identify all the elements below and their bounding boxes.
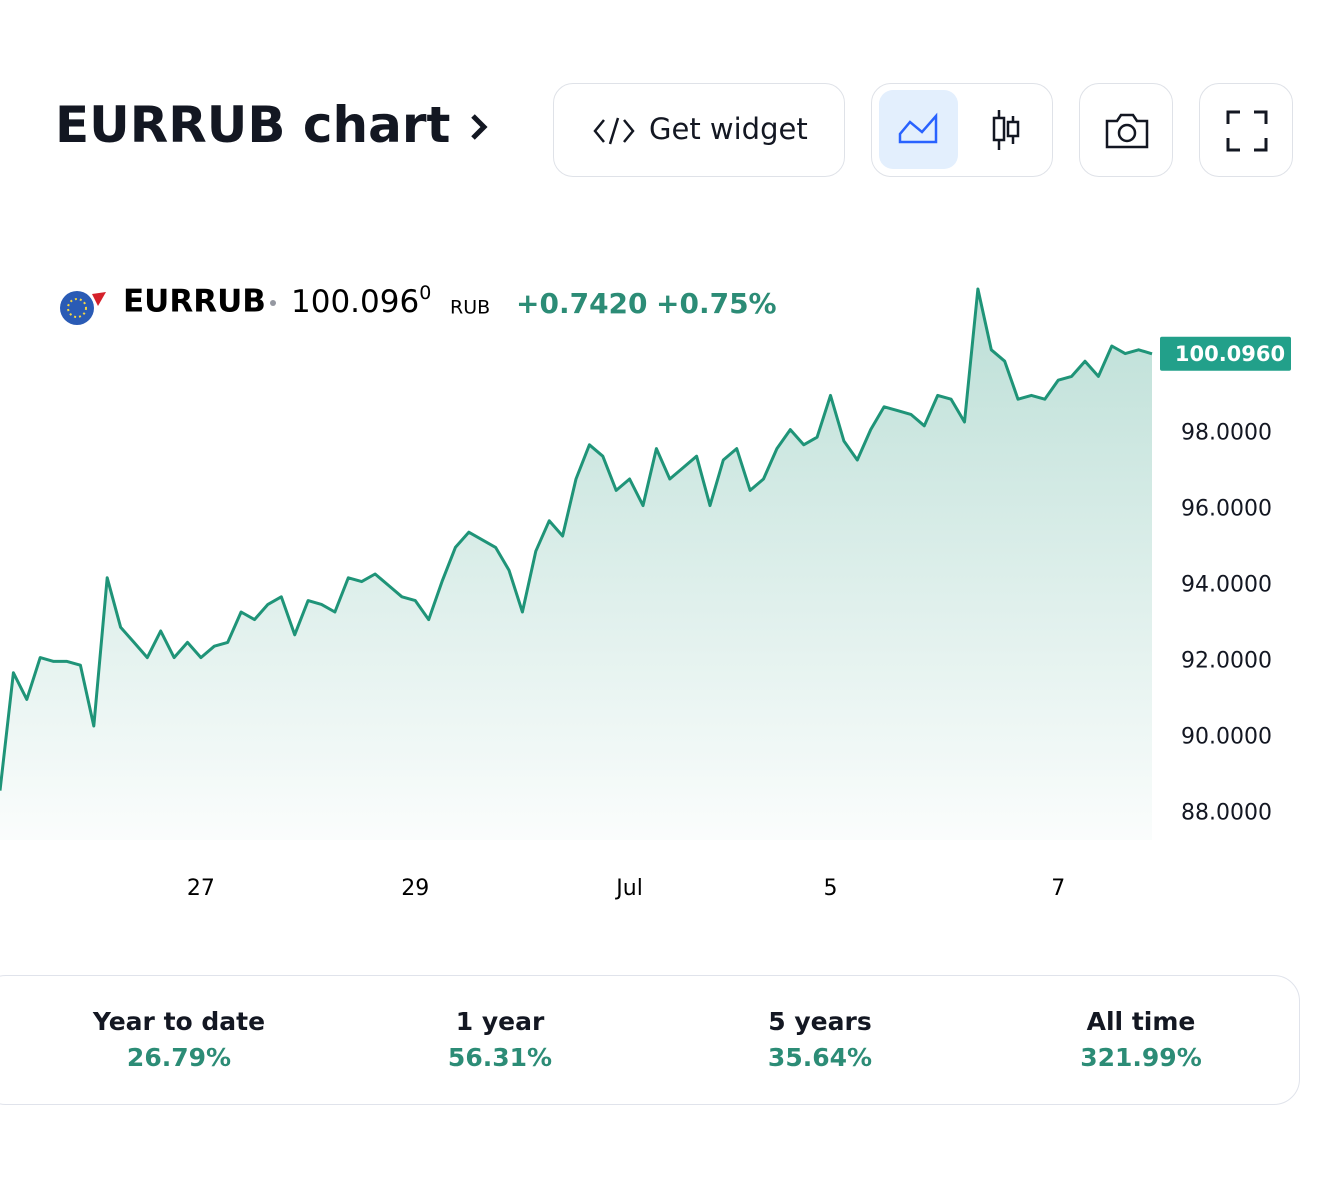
chart-type-group [871, 83, 1053, 177]
period-value: 56.31% [447, 1043, 553, 1072]
screenshot-button[interactable] [1079, 83, 1173, 177]
x-tick-label: 7 [1051, 876, 1065, 901]
legend-change-pct: +0.75% [656, 287, 777, 320]
y-tick-label: 98.0000 [1181, 420, 1272, 445]
area-type-button[interactable] [879, 90, 958, 169]
period-value: 321.99% [1080, 1043, 1202, 1072]
legend-symbol: EURRUB [123, 284, 266, 320]
legend-currency: RUB [450, 297, 490, 319]
y-tick-label: 94.0000 [1181, 572, 1272, 597]
price-line [0, 287, 1153, 791]
flag-stars [67, 298, 87, 318]
x-tick-label: 29 [401, 876, 429, 901]
price-sup: 0 [419, 282, 431, 304]
y-tick-label: 96.0000 [1181, 496, 1272, 521]
legend-change: +0.7420 [516, 287, 648, 320]
legend-dot [270, 300, 276, 306]
camera-icon [1105, 113, 1149, 149]
symbol-flag [60, 291, 94, 325]
legend-price: 100.0960 [291, 282, 431, 320]
price-badge [1160, 336, 1291, 371]
y-tick-label: 88.0000 [1181, 800, 1272, 825]
y-tick-label: 92.0000 [1181, 648, 1272, 673]
period-label: All time [1086, 1007, 1196, 1036]
performance-box [0, 975, 1300, 1105]
get-widget-button[interactable]: Get widget [553, 83, 845, 177]
area-fill [0, 289, 1152, 840]
title[interactable]: EURRUB chart [55, 96, 451, 154]
area-icon [898, 112, 938, 144]
title-row[interactable]: EURRUB chart [55, 96, 490, 154]
price-badge-label: 100.0960 [1175, 342, 1285, 366]
fullscreen-icon [1226, 110, 1268, 152]
price: 100.096 [291, 284, 419, 320]
y-tick-label: 90.0000 [1181, 724, 1272, 749]
x-tick-label: 27 [187, 876, 215, 901]
x-tick-label: 5 [824, 876, 838, 901]
period-label: 1 year [455, 1007, 545, 1036]
period-value: 35.64% [767, 1043, 873, 1072]
plot: 88.0000 90.0000 92.0000 94.0000 96.0000 98.00… [0, 287, 1291, 901]
candle-icon[interactable] [990, 108, 1022, 152]
button-label: Get widget [649, 112, 808, 146]
fullscreen-button[interactable] [1199, 83, 1293, 177]
x-tick-label: Jul [614, 876, 643, 901]
code-icon [593, 117, 635, 145]
period-label: 5 years [768, 1007, 872, 1036]
chevron [471, 114, 488, 140]
period-label: Year to date [92, 1007, 266, 1036]
period-value: 26.79% [126, 1043, 232, 1072]
flag-ru [92, 292, 106, 306]
